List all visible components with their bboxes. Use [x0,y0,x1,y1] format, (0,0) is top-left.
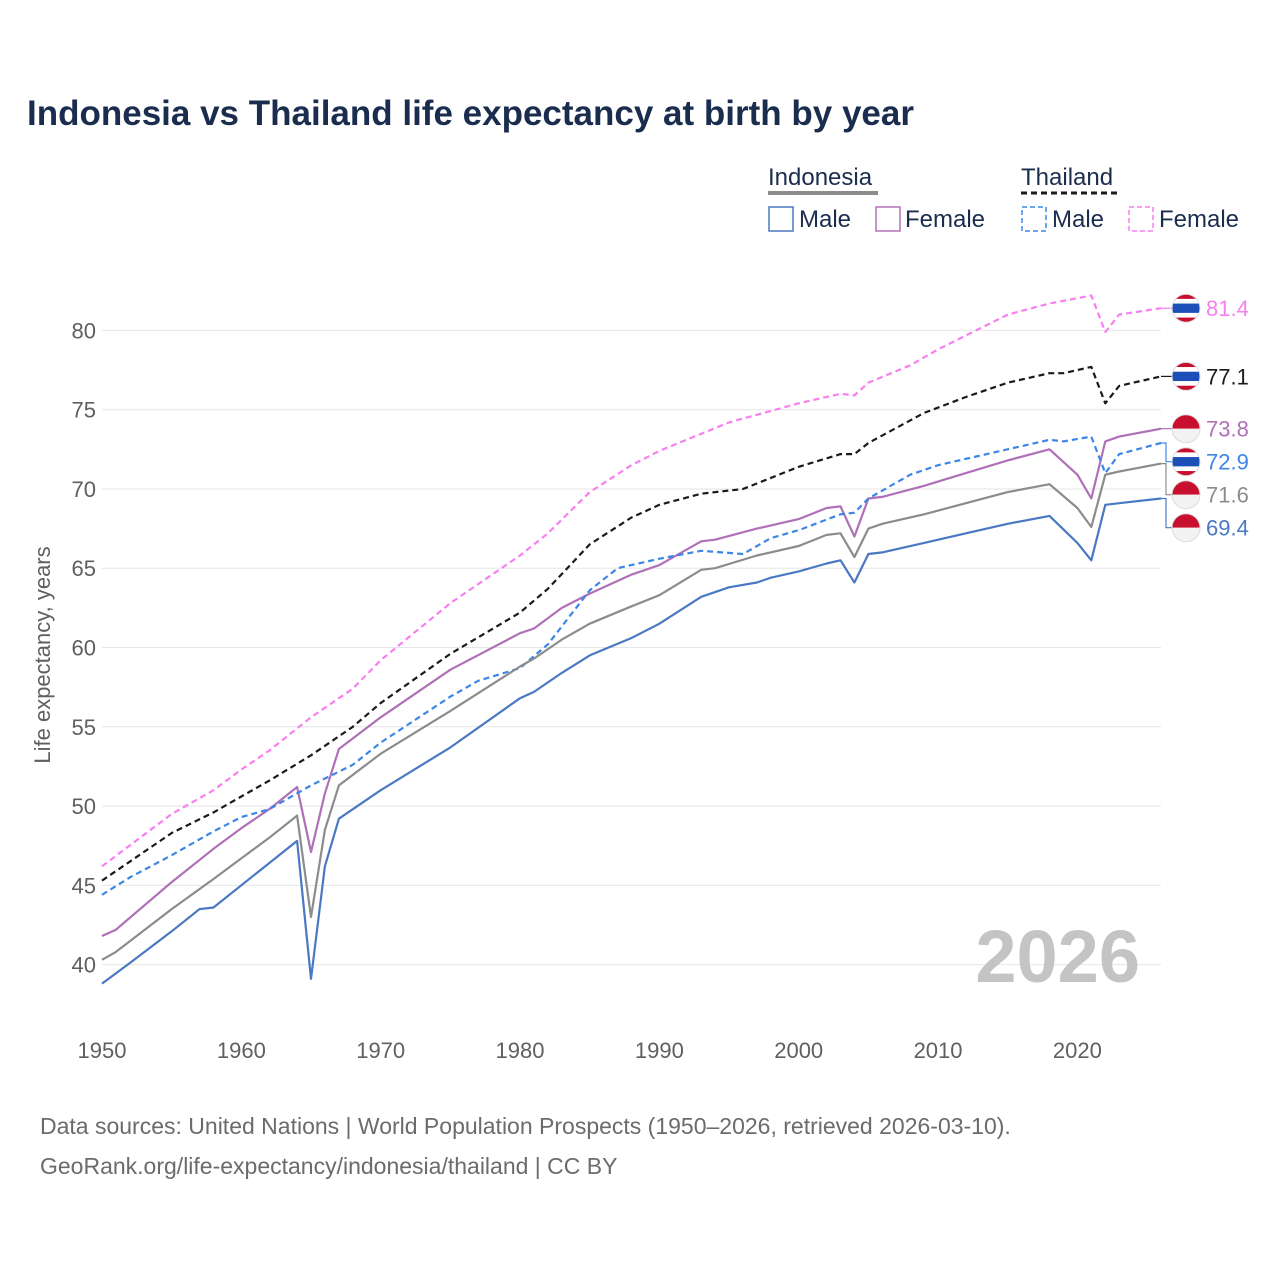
flag-indonesia-icon [1172,513,1200,542]
legend-title-indonesia: Indonesia [768,164,873,191]
series-line-indonesia-male[interactable] [101,497,1162,985]
flag-border [1171,293,1201,323]
y-tick-45: 45 [72,873,96,898]
x-tick-1950: 1950 [78,1038,127,1063]
x-tick-1970: 1970 [356,1038,405,1063]
legend: Indonesia Male Female Thailand Male Fema… [768,164,1239,233]
flag-border [1171,513,1201,543]
x-tick-2020: 2020 [1053,1038,1102,1063]
end-connector-indonesia-male [1161,497,1172,529]
flag-indonesia-icon [1172,480,1200,509]
end-connector-indonesia-both-sexes [1161,463,1172,496]
legend-group-thailand[interactable]: Thailand Male Female [1021,164,1239,233]
x-tick-1990: 1990 [635,1038,684,1063]
legend-swatch-thailand-male [1021,206,1047,232]
gridlines [102,329,1161,966]
x-tick-2010: 2010 [914,1038,963,1063]
y-tick-75: 75 [72,398,96,423]
y-tick-70: 70 [72,477,96,502]
series-line-indonesia-both-sexes[interactable] [101,462,1162,961]
legend-swatch-indonesia-female [875,206,901,232]
legend-swatch-indonesia-male [768,206,794,232]
end-label-thailand-male: 72.9 [1206,450,1249,475]
y-tick-40: 40 [72,953,96,978]
source-note: Data sources: United Nations | World Pop… [40,1106,1011,1186]
x-tick-2000: 2000 [774,1038,823,1063]
end-label-indonesia-male: 69.4 [1206,516,1249,541]
year-watermark: 2026 [975,915,1140,998]
flag-thailand-icon [1172,294,1200,323]
y-tick-80: 80 [72,318,96,343]
series-line-thailand-female[interactable] [101,294,1162,868]
x-tick-1980: 1980 [496,1038,545,1063]
chart-title: Indonesia vs Thailand life expectancy at… [27,94,914,133]
flag-border [1171,480,1201,510]
source-line-1: Data sources: United Nations | World Pop… [40,1113,1011,1139]
series-line-thailand-male[interactable] [101,435,1162,896]
y-axis-label: Life expectancy, years [30,546,55,763]
end-label-indonesia-both-sexes: 71.6 [1206,483,1249,508]
legend-title-thailand: Thailand [1021,164,1113,191]
legend-label-indonesia-male: Male [799,206,851,233]
end-connector-thailand-male [1161,442,1172,463]
y-tick-55: 55 [72,715,96,740]
legend-group-indonesia[interactable]: Indonesia Male Female [768,164,985,233]
y-tick-50: 50 [72,794,96,819]
end-label-thailand-female: 81.4 [1206,296,1249,321]
flag-border [1171,447,1201,477]
series-line-indonesia-female[interactable] [101,427,1162,938]
source-line-2: GeoRank.org/life-expectancy/indonesia/th… [40,1153,618,1179]
y-tick-65: 65 [72,556,96,581]
x-axis-ticks: 1950 1960 1970 1980 1990 2000 2010 2020 [78,1038,1102,1063]
flag-indonesia-icon [1172,414,1200,443]
legend-label-thailand-female: Female [1159,206,1239,233]
x-tick-1960: 1960 [217,1038,266,1063]
flag-border [1171,361,1201,391]
flag-border [1171,414,1201,444]
end-label-thailand-both-sexes: 77.1 [1206,364,1249,389]
legend-label-indonesia-female: Female [905,206,985,233]
y-axis-ticks: 40 45 50 55 60 65 70 75 80 [72,318,96,977]
series-line-thailand-both-sexes[interactable] [101,365,1162,882]
legend-label-thailand-male: Male [1052,206,1104,233]
y-tick-60: 60 [72,636,96,661]
flag-thailand-icon [1172,362,1200,391]
series-lines [101,294,1162,985]
end-markers: 81.4 77.1 73.8 72.9 71.6 69.4 [1161,293,1249,543]
flag-thailand-icon [1172,447,1200,476]
end-label-indonesia-female: 73.8 [1206,417,1249,442]
legend-swatch-thailand-female [1128,206,1154,232]
